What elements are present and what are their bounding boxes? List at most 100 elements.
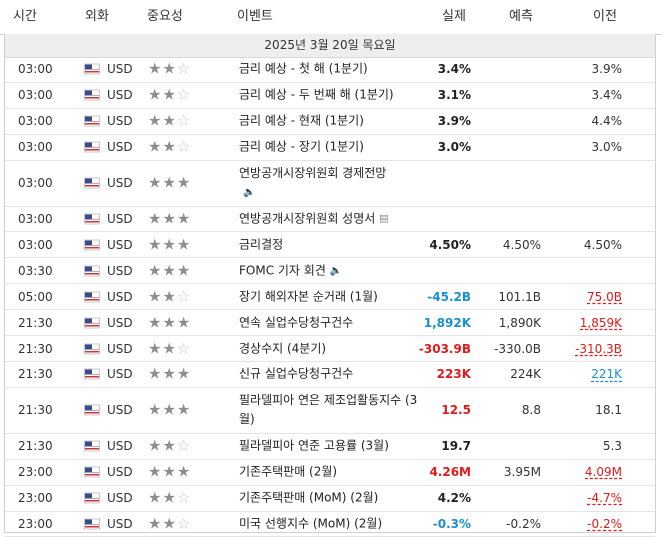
event-link[interactable]: 장기 해외자본 순거래 (1월)	[239, 287, 378, 306]
us-flag-icon	[84, 89, 100, 101]
table-row[interactable]: 03:30 USD ★★★ FOMC 기자 회견 🔈	[5, 258, 655, 285]
event-link[interactable]: 금리 예상 - 두 번째 해 (1분기)	[239, 86, 394, 105]
table-row[interactable]: 05:00 USD ★★☆ 장기 해외자본 순거래 (1월) -45.2B 101.1B 7…	[5, 284, 655, 311]
table-row[interactable]: 03:00 USD ★★★ 금리결정 4.50% 4.50% 4.50%	[5, 233, 655, 259]
importance-stars: ★★☆	[148, 514, 191, 533]
event-link[interactable]: FOMC 기자 회견 🔈	[239, 261, 342, 280]
actual-value: 1,892K	[423, 315, 471, 330]
star-filled-icon: ★	[148, 488, 163, 507]
table-row[interactable]: 21:30 USD ★★★ 연속 실업수당청구건수 1,892K 1,890K 1,859K	[5, 310, 655, 337]
importance-stars: ★★★	[148, 366, 191, 382]
star-filled-icon: ★	[162, 137, 177, 156]
event-link[interactable]: 미국 선행지수 (MoM) (2월)	[239, 515, 382, 534]
star-filled-icon: ★	[176, 209, 192, 228]
event-link[interactable]: 금리 예상 - 현재 (1분기)	[239, 112, 364, 131]
header-importance: 중요성	[147, 9, 183, 24]
star-filled-icon: ★	[162, 400, 177, 419]
event-name: 필라델피아 연은 제조업활동지수 (3월)	[239, 393, 418, 427]
star-filled-icon: ★	[176, 400, 192, 419]
us-flag-icon	[84, 317, 100, 329]
currency-code: USD	[107, 439, 133, 454]
table-row[interactable]: 23:00 USD ★★★ 기존주택판매 (2월) 4.26M 3.95M 4.09M	[5, 460, 655, 486]
table-row[interactable]: 21:30 USD ★★☆ 필라델피아 연준 고용률 (3월) 19.7 5.3	[5, 434, 655, 460]
speaker-icon[interactable]: 🔈	[329, 265, 343, 277]
event-link[interactable]: 기존주택판매 (2월)	[239, 463, 337, 482]
table-row[interactable]: 21:30 USD ★★★ 필라델피아 연은 제조업활동지수 (3월) 12.5 8.8 1…	[5, 388, 655, 434]
event-time: 23:00	[18, 491, 53, 506]
table-row[interactable]: 03:00 USD ★★☆ 금리 예상 - 두 번째 해 (1분기) 3.1% 3.4%	[5, 83, 655, 109]
currency-code: USD	[107, 367, 133, 382]
table-row[interactable]: 21:30 USD ★★☆ 경상수지 (4분기) -303.9B -330.0B -310.…	[5, 336, 655, 362]
us-flag-icon	[84, 239, 100, 251]
us-flag-icon	[84, 63, 100, 75]
event-name: 장기 해외자본 순거래 (1월)	[239, 289, 378, 304]
star-filled-icon: ★	[148, 514, 163, 533]
table-row[interactable]: 03:00 USD ★★☆ 금리 예상 - 현재 (1분기) 3.9% 4.4%	[5, 109, 655, 135]
table-row[interactable]: 23:00 USD ★★☆ 기존주택판매 (MoM) (2월) 4.2% -4.7%	[5, 486, 655, 512]
actual-value: 4.2%	[437, 491, 471, 506]
event-link[interactable]: 금리 예상 - 첫 해 (1분기)	[239, 60, 368, 79]
event-link[interactable]: 기존주택판매 (MoM) (2월)	[239, 489, 378, 508]
event-link[interactable]: 연방공개시장위원회 경제전망 🔈	[239, 164, 429, 202]
event-name: 연방공개시장위원회 성명서	[239, 211, 376, 226]
us-flag-icon	[84, 291, 100, 303]
star-filled-icon: ★	[162, 313, 177, 332]
event-time: 03:00	[18, 212, 53, 227]
currency-code: USD	[107, 62, 133, 77]
event-link[interactable]: 금리 예상 - 장기 (1분기)	[239, 138, 364, 157]
star-empty-icon: ☆	[176, 436, 192, 455]
event-link[interactable]: 필라델피아 연준 고용률 (3월)	[239, 437, 389, 456]
currency-code: USD	[107, 403, 133, 418]
importance-stars: ★★☆	[148, 488, 191, 507]
currency-code: USD	[107, 212, 133, 227]
header-forecast: 예측	[509, 9, 533, 24]
currency-code: USD	[107, 341, 133, 356]
event-link[interactable]: 경상수지 (4분기)	[239, 339, 326, 358]
importance-stars: ★★☆	[148, 111, 192, 130]
star-filled-icon: ★	[148, 59, 163, 78]
table-row[interactable]: 23:00 USD ★★☆ 미국 선행지수 (MoM) (2월) -0.3% -0.2% -…	[5, 512, 655, 537]
star-filled-icon: ★	[162, 436, 177, 455]
table-row[interactable]: 03:00 USD ★★★ 연방공개시장위원회 성명서 ▤	[5, 207, 655, 233]
previous-value: 75.0B	[587, 289, 622, 304]
table-header: 시간 외화 중요성 이벤트 실제 예측 이전	[0, 0, 661, 35]
speaker-icon[interactable]: 🔈	[243, 187, 256, 199]
table-row[interactable]: 03:00 USD ★★★ 연방공개시장위원회 경제전망 🔈	[5, 161, 655, 207]
forecast-value: 4.50%	[502, 237, 541, 252]
table-row[interactable]: 03:00 USD ★★☆ 금리 예상 - 첫 해 (1분기) 3.4% 3.9%	[5, 57, 655, 83]
event-link[interactable]: 신규 실업수당청구건수	[239, 365, 353, 384]
event-link[interactable]: 연속 실업수당청구건수	[239, 313, 353, 332]
table-row[interactable]: 03:00 USD ★★☆ 금리 예상 - 장기 (1분기) 3.0% 3.0%	[5, 135, 655, 161]
header-currency: 외화	[85, 9, 109, 24]
star-filled-icon: ★	[148, 313, 163, 332]
event-name: 기존주택판매 (2월)	[239, 464, 338, 479]
event-name: 금리 예상 - 첫 해 (1분기)	[239, 61, 368, 76]
document-icon[interactable]: ▤	[379, 213, 389, 225]
star-filled-icon: ★	[148, 339, 163, 358]
forecast-value: 101.1B	[498, 289, 541, 304]
event-time: 03:00	[18, 140, 53, 155]
star-empty-icon: ☆	[176, 287, 192, 306]
currency-code: USD	[107, 114, 133, 129]
star-empty-icon: ☆	[176, 111, 192, 130]
date-separator: 2025년 3월 20일 목요일	[5, 34, 655, 58]
importance-stars: ★★☆	[148, 59, 191, 78]
actual-value: 3.1%	[437, 88, 471, 103]
star-filled-icon: ★	[176, 261, 192, 280]
star-filled-icon: ★	[148, 111, 163, 130]
event-time: 03:00	[18, 88, 53, 103]
previous-value: 5.3	[602, 439, 622, 454]
previous-value: -4.7%	[587, 491, 622, 506]
event-link[interactable]: 금리결정	[239, 235, 283, 254]
event-time: 21:30	[18, 341, 53, 356]
currency-code: USD	[107, 315, 133, 330]
importance-stars: ★★★	[148, 315, 191, 330]
star-filled-icon: ★	[148, 137, 163, 156]
currency-code: USD	[107, 465, 133, 480]
event-link[interactable]: 연방공개시장위원회 성명서 ▤	[239, 210, 389, 229]
event-link[interactable]: 필라델피아 연은 제조업활동지수 (3월)	[239, 391, 429, 429]
table-row[interactable]: 21:30 USD ★★★ 신규 실업수당청구건수 223K 224K 221K	[5, 362, 655, 388]
event-name: 연속 실업수당청구건수	[239, 315, 354, 330]
star-filled-icon: ★	[148, 173, 163, 192]
